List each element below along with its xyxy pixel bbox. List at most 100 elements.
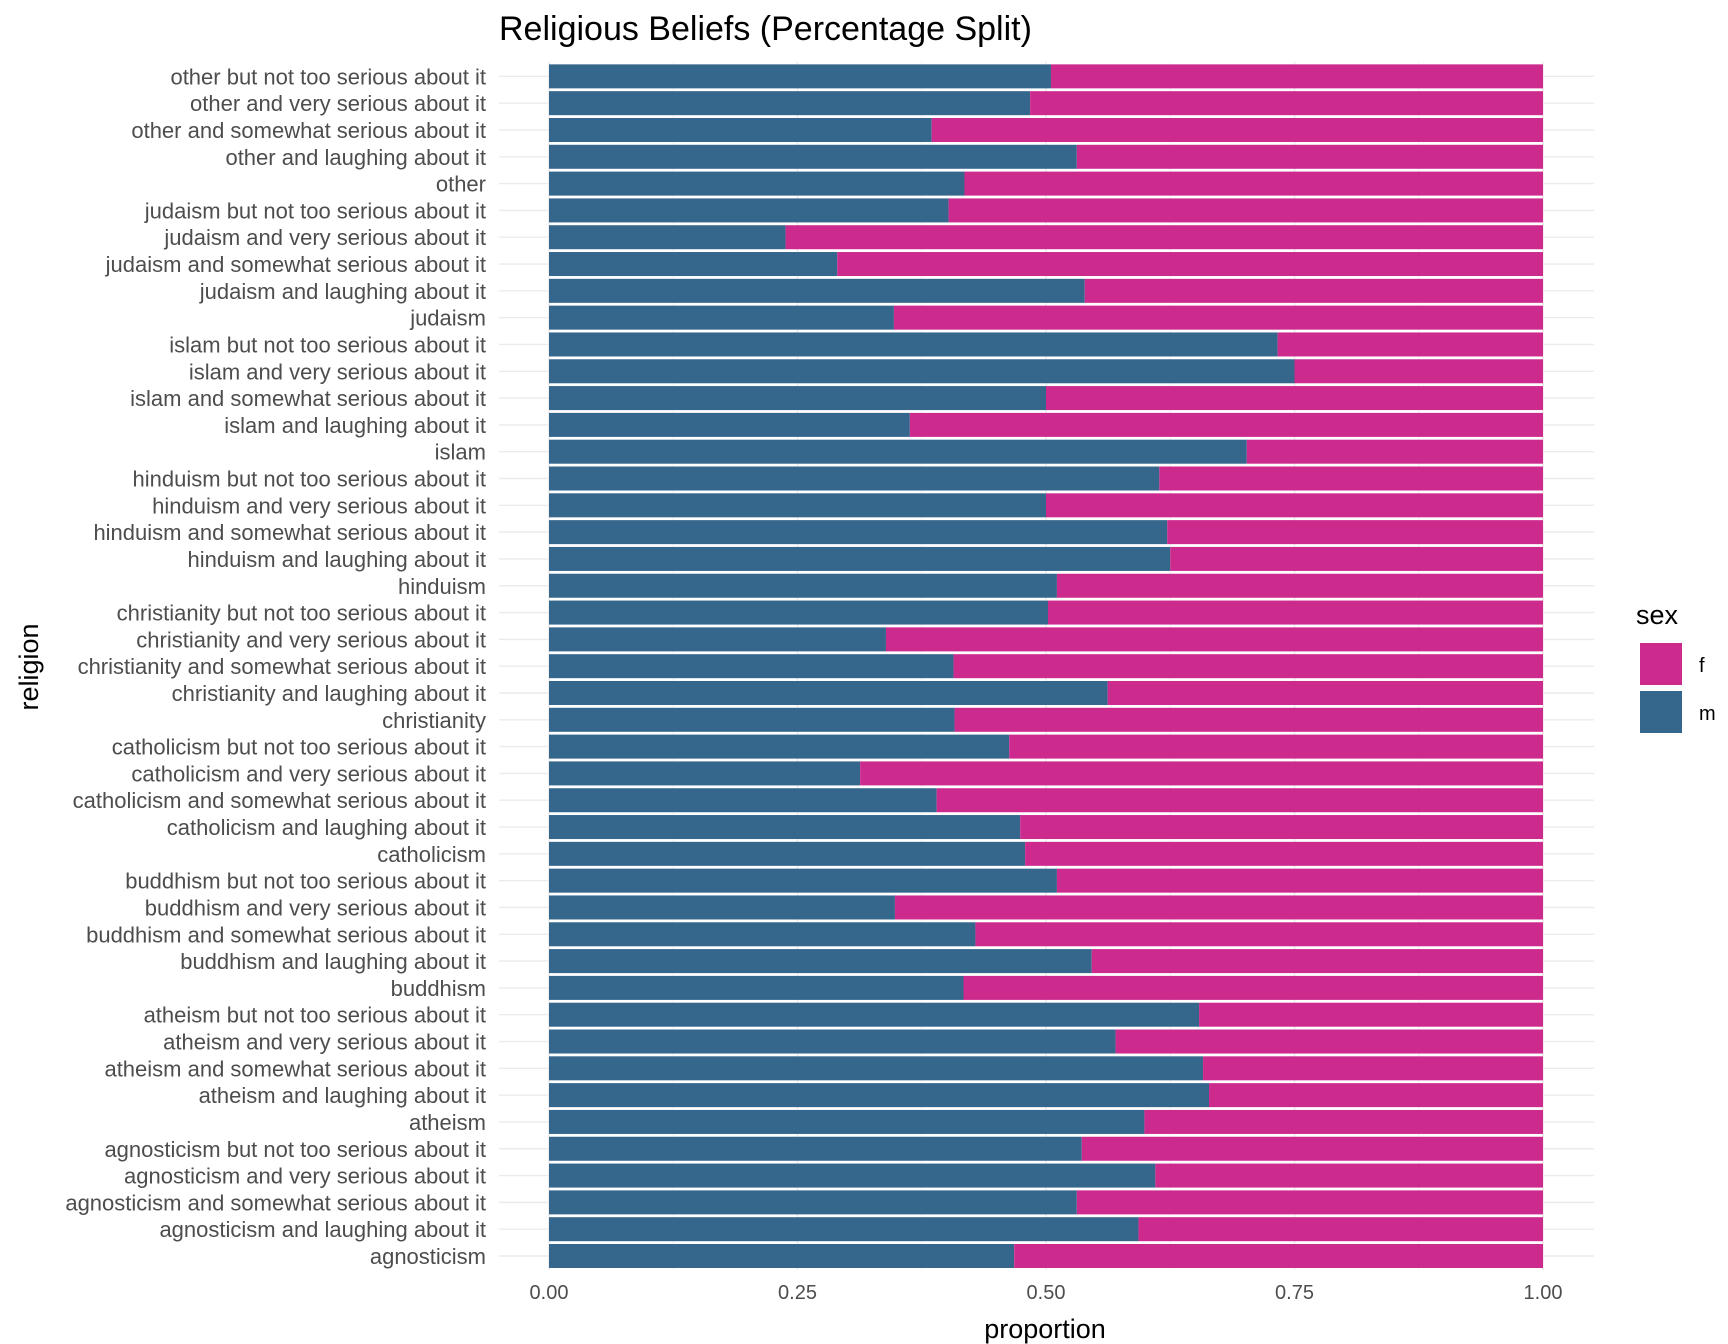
legend-label-m: m bbox=[1699, 703, 1716, 725]
y-axis-title: religion bbox=[14, 623, 44, 710]
bar-f bbox=[1020, 815, 1543, 840]
bar-m bbox=[549, 439, 1247, 464]
x-tick-label: 0.00 bbox=[530, 1282, 569, 1304]
category-label: buddhism but not too serious about it bbox=[125, 869, 486, 894]
category-label: christianity bbox=[382, 708, 486, 733]
bar-f bbox=[1056, 573, 1543, 598]
bar-f bbox=[954, 707, 1543, 732]
bar-m bbox=[549, 1136, 1082, 1161]
bar-m bbox=[549, 91, 1031, 116]
bar-m bbox=[549, 225, 786, 250]
legend-title: sex bbox=[1636, 600, 1679, 630]
bar-f bbox=[1050, 64, 1543, 89]
bar-f bbox=[1246, 439, 1543, 464]
bar-m bbox=[549, 1163, 1156, 1188]
bar-m bbox=[549, 922, 976, 947]
bar-f bbox=[1199, 1002, 1543, 1027]
bar-f bbox=[785, 225, 1543, 250]
bar-m bbox=[549, 815, 1021, 840]
bar-f bbox=[1159, 466, 1543, 491]
bar-f bbox=[1144, 1109, 1543, 1134]
legend-key-f bbox=[1640, 643, 1682, 685]
bar-m bbox=[549, 1244, 1015, 1268]
bar-m bbox=[549, 171, 965, 196]
bar-f bbox=[893, 305, 1543, 330]
bar-f bbox=[1009, 734, 1543, 759]
bar-m bbox=[549, 573, 1057, 598]
bar-m bbox=[549, 1190, 1077, 1215]
category-label: judaism and somewhat serious about it bbox=[105, 252, 486, 277]
bar-f bbox=[1076, 144, 1543, 169]
category-label: judaism and very serious about it bbox=[163, 225, 486, 250]
bar-f bbox=[975, 922, 1543, 947]
bar-f bbox=[953, 654, 1543, 679]
x-tick-label: 1.00 bbox=[1524, 1282, 1563, 1304]
bar-m bbox=[549, 198, 949, 223]
bar-m bbox=[549, 1002, 1200, 1027]
category-label: other but not too serious about it bbox=[170, 64, 486, 89]
chart-title: Religious Beliefs (Percentage Split) bbox=[499, 10, 1032, 48]
category-label: judaism and laughing about it bbox=[199, 279, 486, 304]
bar-m bbox=[549, 895, 895, 920]
x-tick-labels: 0.00 0.25 0.50 0.75 1.00 bbox=[530, 1282, 1563, 1304]
category-label: agnosticism and laughing about it bbox=[159, 1217, 486, 1242]
bar-f bbox=[1030, 91, 1543, 116]
bar-m bbox=[549, 64, 1051, 89]
category-label: catholicism and laughing about it bbox=[167, 815, 486, 840]
category-label: islam bbox=[435, 440, 486, 465]
bar-f bbox=[1138, 1217, 1543, 1242]
legend-label-f: f bbox=[1699, 655, 1705, 677]
bar-m bbox=[549, 386, 1046, 411]
category-label: islam and laughing about it bbox=[224, 413, 486, 438]
category-label: hinduism and laughing about it bbox=[188, 547, 486, 572]
category-label: hinduism and very serious about it bbox=[152, 493, 486, 518]
x-axis-title: proportion bbox=[984, 1314, 1106, 1344]
bar-m bbox=[549, 734, 1010, 759]
bar-f bbox=[1047, 600, 1543, 625]
x-tick-label: 0.25 bbox=[778, 1282, 817, 1304]
bar-m bbox=[549, 949, 1092, 974]
bar-f bbox=[1277, 332, 1543, 357]
legend: sex f m bbox=[1636, 600, 1716, 733]
bar-f bbox=[1091, 949, 1543, 974]
category-label: agnosticism bbox=[370, 1244, 486, 1269]
category-label: catholicism and very serious about it bbox=[131, 761, 486, 786]
x-tick-label: 0.75 bbox=[1275, 1282, 1314, 1304]
category-label: christianity but not too serious about i… bbox=[117, 601, 486, 626]
category-label: judaism but not too serious about it bbox=[144, 198, 486, 223]
bar-f bbox=[909, 412, 1543, 437]
bar-m bbox=[549, 412, 910, 437]
bar-f bbox=[1081, 1136, 1543, 1161]
bar-f bbox=[1203, 1056, 1543, 1081]
bar-f bbox=[837, 252, 1543, 277]
category-label: catholicism but not too serious about it bbox=[112, 735, 486, 760]
category-label: islam and very serious about it bbox=[189, 359, 486, 384]
bar-m bbox=[549, 1029, 1116, 1054]
bar-m bbox=[549, 546, 1171, 571]
bar-m bbox=[549, 278, 1085, 303]
bar-f bbox=[931, 117, 1543, 142]
bar-f bbox=[1084, 278, 1543, 303]
bar-m bbox=[549, 305, 894, 330]
bar-m bbox=[549, 1056, 1204, 1081]
bar-m bbox=[549, 466, 1160, 491]
bar-m bbox=[549, 520, 1168, 545]
category-label: christianity and somewhat serious about … bbox=[78, 654, 486, 679]
bar-f bbox=[1046, 386, 1543, 411]
category-label: other bbox=[436, 172, 486, 197]
bar-f bbox=[1209, 1083, 1543, 1108]
bar-m bbox=[549, 707, 955, 732]
category-label: atheism and laughing about it bbox=[199, 1083, 486, 1108]
category-label: judaism bbox=[409, 306, 486, 331]
category-label: other and very serious about it bbox=[190, 91, 486, 116]
bar-f bbox=[894, 895, 1543, 920]
bar-f bbox=[1107, 680, 1543, 705]
category-label: other and somewhat serious about it bbox=[131, 118, 486, 143]
category-label: buddhism bbox=[391, 976, 486, 1001]
category-label: buddhism and laughing about it bbox=[180, 949, 486, 974]
category-label: atheism but not too serious about it bbox=[144, 1003, 486, 1028]
bar-m bbox=[549, 975, 964, 1000]
category-label: atheism and very serious about it bbox=[163, 1030, 486, 1055]
